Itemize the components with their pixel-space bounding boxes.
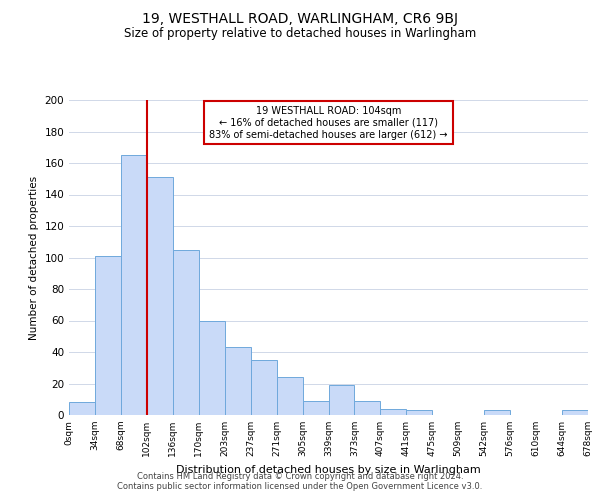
Text: Size of property relative to detached houses in Warlingham: Size of property relative to detached ho… [124,28,476,40]
Text: Contains public sector information licensed under the Open Government Licence v3: Contains public sector information licen… [118,482,482,491]
Bar [225,348,251,415]
Y-axis label: Number of detached properties: Number of detached properties [29,176,39,340]
Bar [173,250,199,415]
Bar [355,401,380,415]
Text: 19, WESTHALL ROAD, WARLINGHAM, CR6 9BJ: 19, WESTHALL ROAD, WARLINGHAM, CR6 9BJ [142,12,458,26]
Bar [562,410,588,415]
X-axis label: Distribution of detached houses by size in Warlingham: Distribution of detached houses by size … [176,464,481,474]
Text: 19 WESTHALL ROAD: 104sqm
← 16% of detached houses are smaller (117)
83% of semi-: 19 WESTHALL ROAD: 104sqm ← 16% of detach… [209,106,448,140]
Bar [329,385,355,415]
Bar [147,177,173,415]
Bar [69,402,95,415]
Bar [95,256,121,415]
Bar [251,360,277,415]
Bar [277,377,302,415]
Bar [302,401,329,415]
Text: Contains HM Land Registry data © Crown copyright and database right 2024.: Contains HM Land Registry data © Crown c… [137,472,463,481]
Bar [484,410,510,415]
Bar [199,320,224,415]
Bar [380,408,406,415]
Bar [121,155,147,415]
Bar [406,410,432,415]
